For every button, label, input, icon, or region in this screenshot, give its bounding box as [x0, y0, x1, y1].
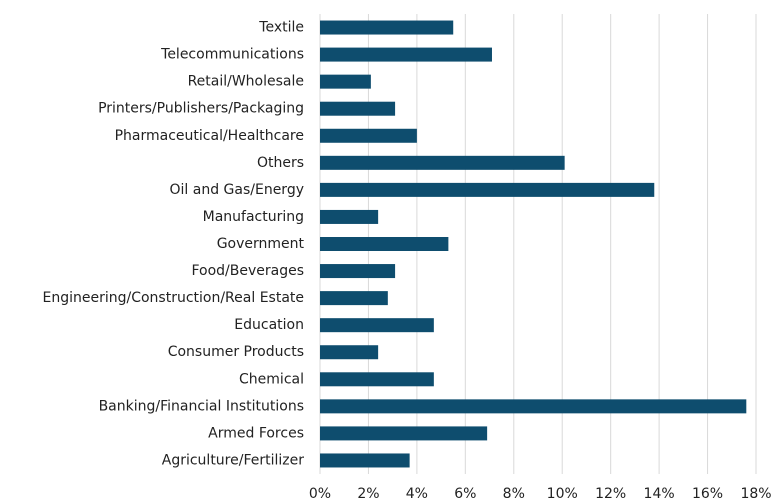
x-tick-label: 6% [454, 486, 476, 502]
x-tick-label: 12% [595, 486, 626, 502]
y-tick-label: Engineering/Construction/Real Estate [42, 290, 304, 306]
bar [320, 237, 449, 251]
bar [320, 372, 434, 387]
bar [320, 182, 655, 197]
bar [320, 20, 454, 35]
y-tick-label: Pharmaceutical/Healthcare [115, 128, 304, 144]
y-tick-label: Education [234, 317, 304, 333]
bar [320, 209, 379, 224]
y-tick-label: Agriculture/Fertilizer [162, 452, 304, 468]
y-tick-label: Manufacturing [203, 209, 304, 225]
y-tick-label: Oil and Gas/Energy [170, 182, 305, 198]
bar [320, 101, 396, 116]
bar [320, 264, 396, 279]
x-tick-label: 4% [406, 486, 428, 502]
bar [320, 399, 747, 414]
x-tick-label: 10% [547, 486, 578, 502]
bar [320, 128, 417, 143]
y-tick-label: Government [217, 236, 305, 252]
bar [320, 318, 434, 333]
y-tick-label: Chemical [239, 371, 304, 387]
y-tick-label: Retail/Wholesale [188, 74, 304, 90]
bar [320, 47, 492, 62]
x-tick-label: 2% [357, 486, 379, 502]
y-tick-label: Others [257, 155, 304, 171]
y-tick-label: Armed Forces [208, 425, 304, 441]
y-tick-label: Banking/Financial Institutions [99, 398, 304, 414]
x-tick-label: 18% [740, 486, 771, 502]
x-tick-label: 0% [309, 486, 331, 502]
y-tick-label: Printers/Publishers/Packaging [98, 101, 304, 117]
bar [320, 291, 388, 306]
x-tick-label: 14% [644, 486, 675, 502]
bar [320, 426, 488, 441]
y-tick-label: Textile [258, 20, 304, 36]
bar [320, 155, 565, 170]
bar [320, 74, 371, 89]
bar [320, 345, 379, 360]
y-tick-label: Telecommunications [160, 47, 304, 63]
x-tick-label: 8% [503, 486, 525, 502]
x-tick-label: 16% [692, 486, 723, 502]
bar [320, 453, 410, 468]
y-tick-label: Consumer Products [168, 344, 304, 360]
y-tick-label: Food/Beverages [191, 263, 304, 279]
